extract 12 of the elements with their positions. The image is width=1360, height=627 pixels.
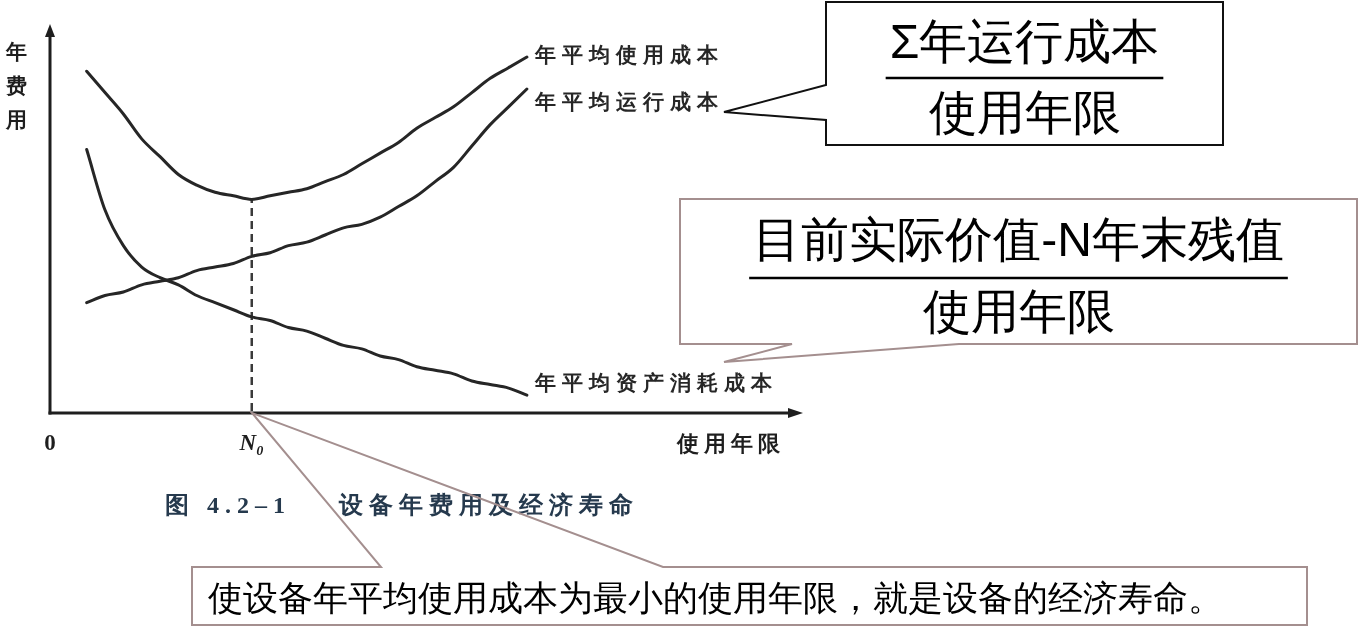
x-tick-label: 0 — [44, 429, 56, 455]
series-label: 年平均运行成本 — [534, 90, 724, 115]
x-tick-label: N₀ — [239, 429, 265, 455]
callout-text: Σ年运行成本 — [889, 14, 1160, 68]
callout-text: 使用年限 — [922, 284, 1115, 338]
y-axis-title: 年费用 — [5, 40, 27, 132]
callout-text: 使设备年平均使用成本为最小的使用年限，就是设备的经济寿命。 — [208, 577, 1223, 617]
callout-text: 使用年限 — [928, 85, 1121, 139]
series-label: 年平均使用成本 — [534, 43, 724, 67]
callout-text: 目前实际价值-N年末残值 — [753, 212, 1284, 266]
series-label: 年平均资产消耗成本 — [534, 371, 778, 396]
x-axis-title: 使用年限 — [677, 430, 785, 456]
